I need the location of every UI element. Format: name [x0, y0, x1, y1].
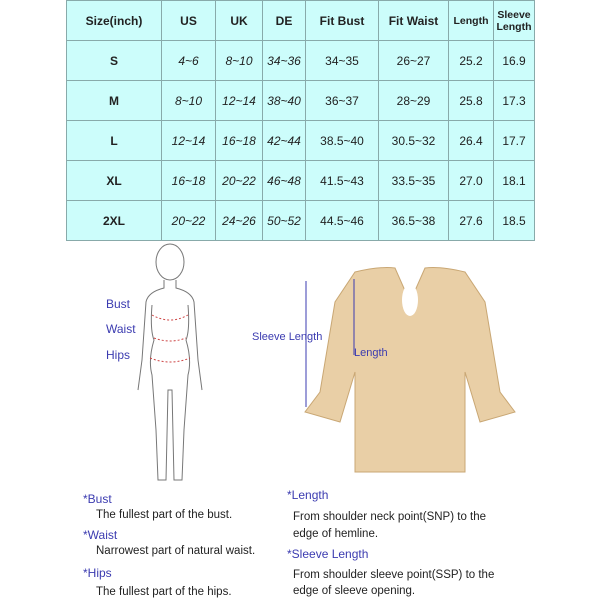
bust-label: Bust [106, 297, 131, 311]
table-cell: 18.5 [493, 200, 535, 241]
table-cell: 18.1 [493, 160, 535, 201]
table-cell: L [66, 120, 162, 161]
table-cell: 38~40 [262, 80, 306, 121]
table-cell: 16~18 [161, 160, 216, 201]
table-cell: 26.4 [448, 120, 494, 161]
measure-arrows [305, 279, 355, 407]
bust-note-text: The fullest part of the bust. [96, 509, 233, 521]
table-cell: 38.5~40 [305, 120, 379, 161]
table-cell: 17.7 [493, 120, 535, 161]
table-cell: 24~26 [215, 200, 263, 241]
table-row: 2XL 20~22 24~26 50~52 44.5~46 36.5~38 27.6 18.5 [66, 200, 535, 241]
length-note-text-2: edge of hemline. [293, 528, 379, 540]
table-cell: 28~29 [378, 80, 449, 121]
table-cell: 36~37 [305, 80, 379, 121]
table-cell: 30.5~32 [378, 120, 449, 161]
table-cell: 17.3 [493, 80, 535, 121]
table-cell: 50~52 [262, 200, 306, 241]
table-cell: 44.5~46 [305, 200, 379, 241]
table-cell: 34~35 [305, 40, 379, 81]
waist-note-text: Narrowest part of natural waist. [96, 545, 256, 557]
table-cell: 16.9 [493, 40, 535, 81]
hips-label: Hips [106, 348, 131, 362]
table-cell: 41.5~43 [305, 160, 379, 201]
header-de: DE [262, 0, 306, 41]
table-cell: 4~6 [161, 40, 216, 81]
header-fit-bust: Fit Bust [305, 0, 379, 41]
table-cell: 8~10 [161, 80, 216, 121]
sleeve-note-text-1: From shoulder sleeve point(SSP) to the [293, 569, 495, 581]
table-cell: 12~14 [215, 80, 263, 121]
size-chart-table: Size(inch) US UK DE Fit Bust Fit Waist L… [66, 0, 535, 241]
blouse-image [304, 267, 516, 473]
table-cell: 20~22 [215, 160, 263, 201]
header-uk: UK [215, 0, 263, 41]
table-row: XL 16~18 20~22 46~48 41.5~43 33.5~35 27.0 18.1 [66, 160, 535, 201]
table-cell: 12~14 [161, 120, 216, 161]
table-cell: 27.6 [448, 200, 494, 241]
header-fit-waist: Fit Waist [378, 0, 449, 41]
table-cell: 42~44 [262, 120, 306, 161]
sleeve-length-label: Sleeve Length [252, 331, 323, 343]
body-figure [137, 243, 203, 481]
waist-label: Waist [106, 322, 136, 336]
table-cell: 27.0 [448, 160, 494, 201]
header-sleeve-length: Sleeve Length [493, 0, 535, 41]
table-cell: 8~10 [215, 40, 263, 81]
length-note-text-1: From shoulder neck point(SNP) to the [293, 511, 487, 523]
table-row: M 8~10 12~14 38~40 36~37 28~29 25.8 17.3 [66, 80, 535, 121]
header-length: Length [448, 0, 494, 41]
table-cell: 16~18 [215, 120, 263, 161]
length-label: Length [354, 347, 388, 359]
hips-note-text: The fullest part of the hips. [96, 586, 232, 598]
bust-note-title: *Bust [83, 492, 112, 506]
table-cell: 26~27 [378, 40, 449, 81]
table-cell: 25.2 [448, 40, 494, 81]
table-cell: 46~48 [262, 160, 306, 201]
table-cell: 36.5~38 [378, 200, 449, 241]
header-us: US [161, 0, 216, 41]
table-cell: 34~36 [262, 40, 306, 81]
table-cell: S [66, 40, 162, 81]
table-cell: M [66, 80, 162, 121]
waist-note-title: *Waist [83, 528, 118, 542]
header-size: Size(inch) [66, 0, 162, 41]
table-cell: XL [66, 160, 162, 201]
table-row: S 4~6 8~10 34~36 34~35 26~27 25.2 16.9 [66, 40, 535, 81]
length-note-title: *Length [287, 488, 329, 502]
table-row: L 12~14 16~18 42~44 38.5~40 30.5~32 26.4 17.7 [66, 120, 535, 161]
hips-note-title: *Hips [83, 566, 112, 580]
table-cell: 25.8 [448, 80, 494, 121]
sleeve-note-title: *Sleeve Length [287, 547, 369, 561]
table-header-row: Size(inch) US UK DE Fit Bust Fit Waist L… [66, 0, 535, 41]
sleeve-note-text-2: edge of sleeve opening. [293, 585, 416, 597]
table-cell: 20~22 [161, 200, 216, 241]
table-cell: 2XL [66, 200, 162, 241]
table-cell: 33.5~35 [378, 160, 449, 201]
